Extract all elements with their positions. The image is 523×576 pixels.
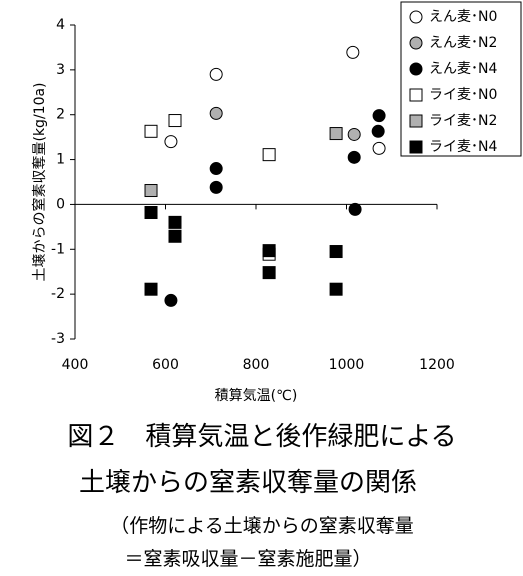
marker — [409, 88, 423, 102]
y-tick-label: -2 — [51, 286, 65, 302]
marker — [144, 282, 158, 296]
x-tick-label: 800 — [243, 357, 270, 373]
y-tick-label: 1 — [56, 152, 65, 168]
marker — [347, 150, 361, 164]
marker — [144, 184, 158, 198]
marker — [372, 109, 386, 123]
marker — [371, 124, 385, 138]
marker — [409, 36, 423, 50]
legend-label: えん麦･N4 — [429, 61, 497, 77]
y-axis-label: 土壌からの窒素収奪量(kg/10a) — [31, 82, 48, 281]
marker — [262, 244, 276, 258]
caption-line: （作物による土壌からの窒素収奪量 — [110, 515, 413, 537]
marker — [209, 106, 223, 120]
x-tick-label: 400 — [62, 357, 89, 373]
x-axis-label: 積算気温(℃) — [215, 388, 298, 404]
marker — [409, 10, 423, 24]
marker — [329, 282, 343, 296]
marker — [209, 180, 223, 194]
y-tick-label: 2 — [56, 107, 65, 123]
y-tick-label: 0 — [56, 196, 65, 212]
marker — [409, 62, 423, 76]
marker — [348, 202, 362, 216]
marker — [144, 206, 158, 220]
marker — [168, 229, 182, 243]
marker — [409, 140, 423, 154]
marker — [168, 215, 182, 229]
caption-line: 土壌からの窒素収奪量の関係 — [79, 468, 417, 498]
marker — [347, 127, 361, 141]
x-tick-label: 1000 — [329, 357, 365, 373]
marker — [164, 135, 178, 149]
y-tick-label: 3 — [56, 62, 65, 78]
marker — [329, 127, 343, 141]
marker — [164, 293, 178, 307]
legend-label: ライ麦･N2 — [429, 113, 497, 129]
legend-box — [400, 1, 522, 157]
marker — [409, 114, 423, 128]
marker — [329, 245, 343, 259]
legend-label: えん麦･N2 — [429, 35, 497, 51]
marker — [262, 266, 276, 280]
y-tick-label: -1 — [51, 241, 65, 257]
marker — [262, 148, 276, 162]
legend-label: ライ麦･N0 — [429, 87, 497, 103]
marker — [372, 141, 386, 155]
x-tick-label: 1200 — [419, 357, 455, 373]
legend-label: ライ麦･N4 — [429, 139, 497, 155]
y-tick-label: 4 — [56, 17, 65, 33]
marker — [144, 124, 158, 138]
y-tick-label: -3 — [51, 331, 65, 347]
marker — [209, 162, 223, 176]
legend-label: えん麦･N0 — [429, 9, 497, 25]
caption-line: 図２ 積算気温と後作緑肥による — [67, 422, 456, 452]
marker — [168, 114, 182, 128]
x-tick-label: 600 — [152, 357, 179, 373]
marker — [209, 67, 223, 81]
marker — [346, 45, 360, 59]
caption-line: ＝窒素吸収量－窒素施肥量） — [124, 548, 371, 570]
